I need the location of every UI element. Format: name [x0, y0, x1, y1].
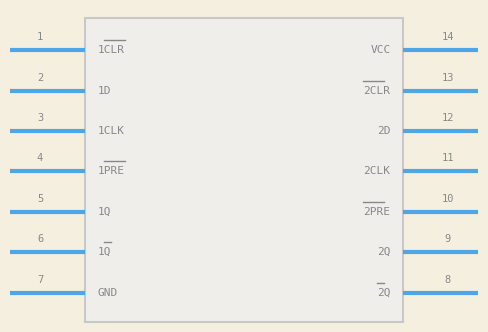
Text: 2CLK: 2CLK	[364, 166, 390, 176]
Text: 2CLR: 2CLR	[364, 86, 390, 96]
Text: GND: GND	[98, 288, 118, 297]
Text: 1CLK: 1CLK	[98, 126, 124, 136]
Text: 1D: 1D	[98, 86, 111, 96]
Text: VCC: VCC	[370, 45, 390, 55]
Text: 2Q: 2Q	[377, 288, 390, 297]
Text: 4: 4	[37, 153, 43, 163]
Text: 8: 8	[445, 275, 451, 285]
Text: 2: 2	[37, 73, 43, 83]
Text: 12: 12	[442, 113, 454, 123]
Text: 6: 6	[37, 234, 43, 244]
Text: 7: 7	[37, 275, 43, 285]
Text: 1: 1	[37, 32, 43, 42]
Text: 9: 9	[445, 234, 451, 244]
Text: 5: 5	[37, 194, 43, 204]
Text: 14: 14	[442, 32, 454, 42]
Text: 13: 13	[442, 73, 454, 83]
Text: 2D: 2D	[377, 126, 390, 136]
Text: 1PRE: 1PRE	[98, 166, 124, 176]
Text: 10: 10	[442, 194, 454, 204]
Text: 1Q: 1Q	[98, 247, 111, 257]
Text: 2Q: 2Q	[377, 247, 390, 257]
Bar	[85, 18, 403, 322]
Text: 2PRE: 2PRE	[364, 207, 390, 217]
Text: 1Q: 1Q	[98, 207, 111, 217]
Text: 3: 3	[37, 113, 43, 123]
Text: 1CLR: 1CLR	[98, 45, 124, 55]
Text: 11: 11	[442, 153, 454, 163]
